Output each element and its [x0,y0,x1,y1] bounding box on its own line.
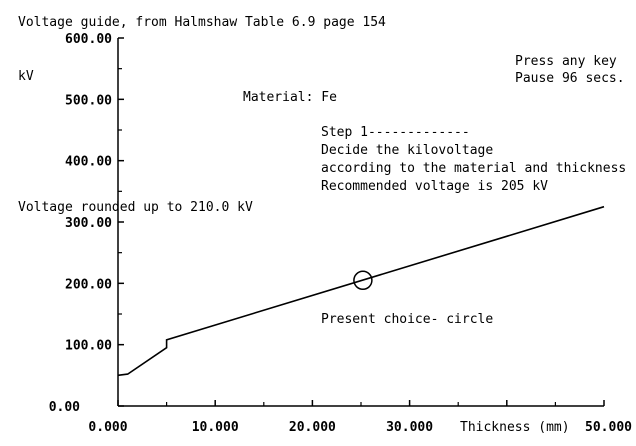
axis-ticks: 0.00 100.00 200.00 300.00 400.00 500.00 600.00… [49,32,632,435]
x-tick-label: 10.000 [192,420,239,435]
pause-timer-text: Pause 96 secs. [515,71,625,86]
y-tick-label: 100.00 [65,339,112,354]
instruction-line-1: Decide the kilovoltage [321,143,493,158]
x-tick-label: 30.000 [386,420,433,435]
x-tick-label: 0.000 [88,420,127,435]
step-heading: Step 1------------- [321,125,470,140]
y-tick-label: 200.00 [65,277,112,292]
present-choice-circle [353,270,373,291]
y-tick-label: 600.00 [65,32,112,47]
x-tick-label: 20.000 [289,420,336,435]
recommended-voltage-text: Recommended voltage is 205 kV [321,179,548,194]
x-axis-label: Thickness (mm) [460,420,570,435]
y-tick-label: 300.00 [65,216,112,231]
y-axis-label: kV [18,69,34,84]
rounded-voltage-text: Voltage rounded up to 210.0 kV [18,200,253,215]
present-choice-text: Present choice- circle [321,312,493,327]
y-tick-label: 500.00 [65,93,112,108]
y-tick-label: 400.00 [65,155,112,170]
y-tick-label: 0.00 [49,400,80,415]
press-key-text: Press any key [515,54,617,69]
x-tick-label: 50.000 [585,420,632,435]
chart-title: Voltage guide, from Halmshaw Table 6.9 p… [18,15,386,30]
material-label: Material: Fe [243,90,337,105]
instruction-line-2: according to the material and thickness [321,161,626,176]
voltage-series-line [117,205,605,377]
